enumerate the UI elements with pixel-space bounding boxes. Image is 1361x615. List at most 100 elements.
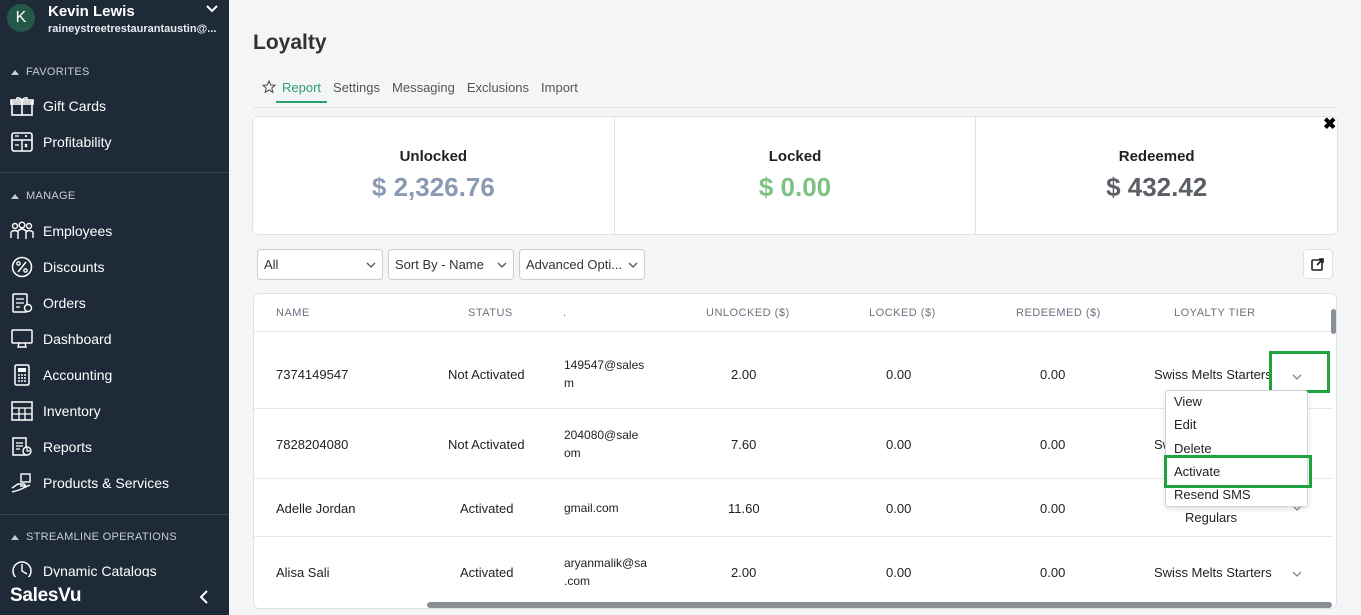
row-email: aryanmalik@sa: [564, 556, 647, 570]
table-row[interactable]: 7374149547 Not Activated 149547@sales m …: [254, 340, 1332, 409]
chevron-down-icon[interactable]: [1291, 371, 1303, 383]
row-locked: 0.00: [886, 501, 912, 516]
row-redeemed: 0.00: [1040, 437, 1066, 452]
tab-report[interactable]: Report: [276, 79, 328, 103]
sidebar-item-label: Dashboard: [43, 331, 112, 347]
tab-exclusions[interactable]: Exclusions: [466, 80, 530, 95]
vertical-scrollbar[interactable]: [1331, 309, 1336, 334]
filter-bar: All Sort By - Name Advanced Opti...: [257, 249, 645, 280]
tab-bar: Report Settings Messaging Exclusions Imp…: [262, 79, 584, 107]
accounting-icon: [14, 364, 30, 386]
row-actions-highlight[interactable]: [1269, 351, 1330, 393]
sidebar-item-label: Reports: [43, 439, 93, 455]
row-locked: 0.00: [886, 437, 912, 452]
sidebar-item-accounting[interactable]: Accounting: [10, 362, 112, 388]
user-email: raineystreetrestaurantaustin@...: [48, 23, 217, 35]
summary-label: Unlocked: [399, 148, 468, 165]
sidebar-item-label: Employees: [43, 223, 113, 239]
sidebar-item-inventory[interactable]: Inventory: [10, 398, 101, 424]
row-name: Alisa Sali: [276, 565, 330, 580]
sidebar-divider: [0, 172, 229, 173]
section-label: FAVORITES: [26, 66, 90, 78]
sidebar-item-orders[interactable]: Orders: [10, 290, 86, 316]
row-email: 149547@sales: [564, 358, 645, 372]
user-switcher[interactable]: K Kevin Lewis raineystreetrestaurantaust…: [0, 0, 229, 46]
export-button[interactable]: [1303, 249, 1333, 279]
star-icon[interactable]: [262, 80, 276, 94]
collapse-triangle-icon: [11, 193, 19, 199]
summary-value: $ 432.42: [1106, 172, 1208, 202]
section-streamline[interactable]: STREAMLINE OPERATIONS: [11, 531, 177, 543]
tab-settings[interactable]: Settings: [333, 80, 381, 95]
sidebar-item-profitability[interactable]: Profitability: [10, 129, 111, 155]
column-header[interactable]: .: [563, 307, 567, 319]
chevron-left-icon[interactable]: [198, 589, 210, 605]
row-unlocked: 7.60: [731, 437, 757, 452]
summary-label: Locked: [768, 148, 822, 165]
horizontal-scrollbar[interactable]: [427, 602, 1332, 608]
row-locked: 0.00: [886, 565, 912, 580]
row-unlocked: 2.00: [731, 565, 757, 580]
close-icon[interactable]: ✖: [1323, 116, 1337, 133]
row-redeemed: 0.00: [1040, 367, 1066, 382]
section-favorites[interactable]: FAVORITES: [11, 66, 90, 78]
export-icon: [1311, 258, 1324, 271]
menu-item-delete[interactable]: Delete: [1174, 441, 1212, 456]
chevron-down-icon[interactable]: [1291, 568, 1303, 580]
section-label: STREAMLINE OPERATIONS: [26, 531, 177, 543]
gift-icon: [10, 97, 34, 116]
section-manage[interactable]: MANAGE: [11, 190, 75, 202]
page-title: Loyalty: [253, 31, 327, 54]
column-header[interactable]: NAME: [276, 307, 310, 319]
sidebar-item-employees[interactable]: Employees: [10, 218, 112, 244]
chevron-down-icon: [497, 262, 507, 268]
sidebar-item-label: Products & Services: [43, 475, 170, 491]
orders-icon: [12, 293, 33, 313]
table-row[interactable]: Alisa Sali Activated aryanmalik@sa .com …: [254, 537, 1332, 607]
row-actions-menu: View Edit Delete Activate Resend SMS: [1165, 390, 1308, 507]
row-tier: Swiss Melts Starters: [1154, 367, 1272, 382]
brand-logo: SalesVu: [10, 585, 82, 606]
sidebar-item-reports[interactable]: Reports: [10, 434, 92, 460]
chevron-down-icon[interactable]: [1291, 502, 1303, 514]
table-row[interactable]: Adelle Jordan Activated gmail.com 11.60 …: [254, 479, 1332, 537]
row-redeemed: 0.00: [1040, 565, 1066, 580]
status-filter-select[interactable]: All: [257, 249, 383, 280]
column-header[interactable]: STATUS: [468, 307, 513, 319]
sidebar-item-products-services[interactable]: Products & Services: [10, 470, 169, 496]
column-header[interactable]: REDEEMED ($): [1016, 307, 1101, 319]
sidebar-footer: [0, 577, 229, 615]
sidebar-item-dashboard[interactable]: Dashboard: [10, 326, 112, 352]
row-status: Activated: [460, 501, 514, 516]
sidebar-item-gift-cards[interactable]: Gift Cards: [10, 93, 106, 119]
sort-select[interactable]: Sort By - Name: [388, 249, 514, 280]
column-header[interactable]: LOCKED ($): [869, 307, 936, 319]
tabs-divider: [253, 107, 1338, 108]
column-header[interactable]: LOYALTY TIER: [1174, 307, 1256, 319]
sidebar-item-label: Inventory: [43, 403, 101, 419]
chevron-down-icon[interactable]: [205, 2, 219, 16]
row-email-cont: m: [564, 376, 574, 390]
menu-item-view[interactable]: View: [1174, 394, 1202, 409]
table-row[interactable]: 7828204080 Not Activated 204080@sale om …: [254, 409, 1332, 479]
sidebar-item-discounts[interactable]: Discounts: [10, 254, 104, 280]
menu-item-activate[interactable]: Activate: [1174, 464, 1221, 479]
loyalty-table: NAME STATUS . UNLOCKED ($) LOCKED ($) RE…: [253, 293, 1337, 609]
row-unlocked: 2.00: [731, 367, 757, 382]
calculator-icon: [11, 132, 33, 152]
collapse-triangle-icon: [11, 534, 19, 540]
tab-messaging[interactable]: Messaging: [392, 80, 455, 95]
menu-item-resend-sms[interactable]: Resend SMS: [1174, 487, 1251, 502]
summary-card: Unlocked $ 2,326.76 Locked $ 0.00 Redeem…: [252, 116, 1338, 235]
tab-import[interactable]: Import: [541, 80, 578, 95]
summary-value: $ 0.00: [758, 172, 832, 202]
summary-redeemed: Redeemed $ 432.42: [976, 117, 1337, 234]
advanced-options-select[interactable]: Advanced Opti...: [519, 249, 645, 280]
inventory-icon: [11, 401, 33, 421]
menu-item-edit[interactable]: Edit: [1174, 417, 1197, 432]
column-header[interactable]: UNLOCKED ($): [706, 307, 790, 319]
row-name: 7374149547: [276, 367, 349, 382]
row-email-cont: om: [564, 446, 581, 460]
row-locked: 0.00: [886, 367, 912, 382]
collapse-triangle-icon: [11, 69, 19, 75]
